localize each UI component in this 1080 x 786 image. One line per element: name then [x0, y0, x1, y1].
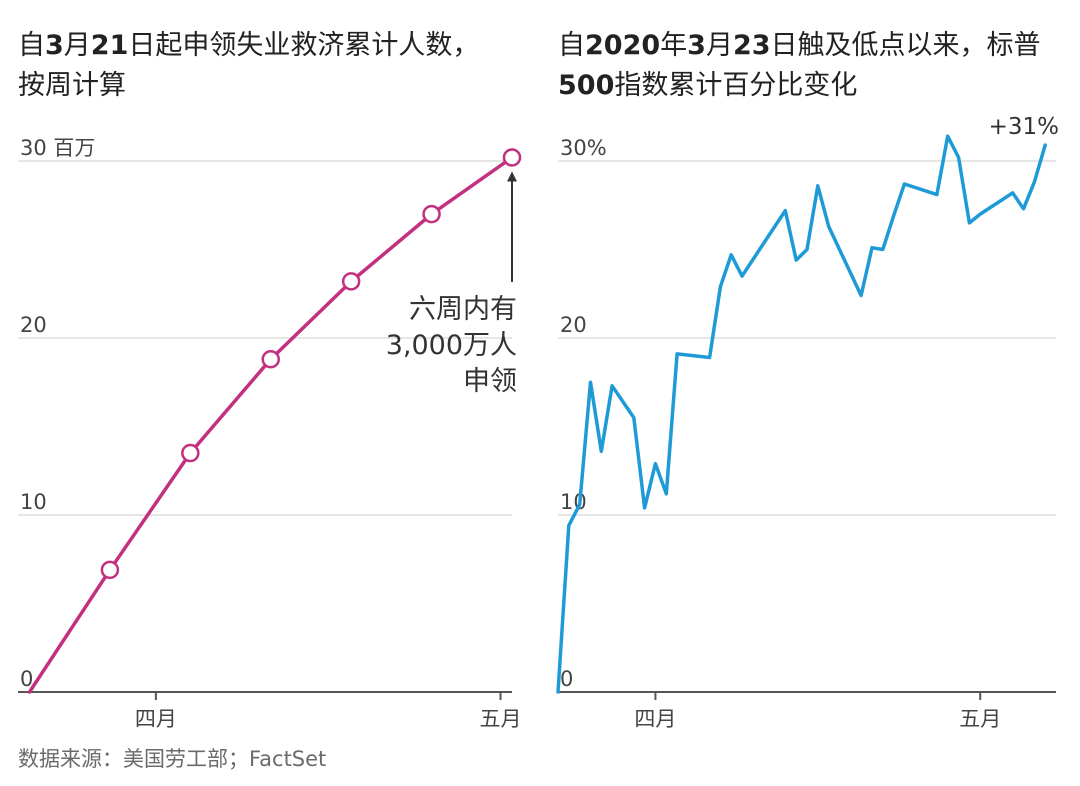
source-note: 数据来源：美国劳工部；FactSet	[18, 747, 327, 771]
sp500-series-line	[556, 134, 1047, 694]
annotation-arrow-head	[507, 171, 517, 182]
title-part: 年	[660, 30, 688, 61]
title-part: 自	[18, 30, 45, 61]
sp500-chart: 0 10 20 30% 四月 五月 +31%	[556, 114, 1059, 731]
y-tick-label: 10	[20, 490, 47, 514]
y-tick-label: 30 百万	[20, 136, 95, 160]
annotation-text-line: 申领	[463, 366, 517, 397]
y-tick-label: 20	[20, 313, 47, 337]
chart-title-sp500: 自2020年3月23日触及低点以来，标普 500指数累计百分比变化	[558, 26, 1068, 106]
x-tick-label: 五月	[480, 707, 522, 731]
y-tick-label: 0	[560, 667, 573, 691]
y-tick-label: 10	[560, 490, 587, 514]
x-tick-label: 四月	[135, 707, 177, 731]
title-part: 3	[687, 30, 706, 61]
x-tick-label: 五月	[959, 707, 1001, 731]
title-part: 500	[558, 70, 615, 101]
y-tick-label: 30%	[560, 136, 607, 160]
title-part: 月	[705, 30, 733, 61]
annotation-text-line: 六周内有	[409, 294, 517, 325]
annotation-text-line: 3,000万人	[386, 330, 517, 361]
title-part: 指数累计百分比变化	[614, 70, 858, 101]
title-part: 日触及低点以来，标普	[770, 30, 1041, 61]
y-tick-label: 0	[20, 667, 33, 691]
title-part: 月	[63, 30, 91, 61]
claims-data-point	[181, 443, 200, 463]
claims-data-point	[100, 560, 120, 580]
title-part: 21	[90, 30, 129, 61]
claims-data-point	[341, 272, 361, 291]
end-value-label: +31%	[989, 114, 1059, 140]
title-part: 日起申领失业救济累计人数，按周计算	[18, 30, 480, 101]
title-part: 3	[45, 30, 64, 61]
title-part: 自	[558, 30, 585, 61]
claims-data-point	[502, 148, 522, 167]
title-part: 2020	[585, 30, 661, 61]
x-tick-label: 四月	[634, 707, 676, 731]
title-part: 23	[732, 30, 771, 61]
claims-series-line	[27, 155, 514, 694]
chart-title-claims: 自3月21日起申领失业救济累计人数，按周计算	[18, 26, 488, 106]
claims-data-point	[261, 349, 280, 369]
y-tick-label: 20	[560, 313, 587, 337]
claims-data-point	[422, 204, 441, 224]
